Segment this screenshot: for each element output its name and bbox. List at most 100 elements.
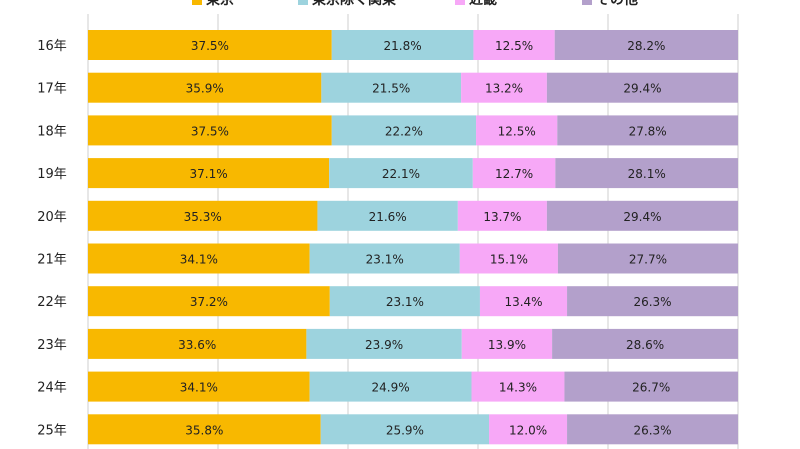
bar-segment — [88, 72, 322, 103]
category-label: 25年 — [37, 423, 67, 438]
category-label: 16年 — [37, 39, 67, 54]
data-label: 34.1% — [180, 381, 218, 395]
category-label: 20年 — [37, 210, 67, 225]
bar-segment — [331, 30, 474, 60]
data-label: 23.1% — [386, 295, 424, 309]
category-label: 19年 — [37, 167, 67, 182]
legend-swatch — [455, 0, 465, 5]
data-label: 12.0% — [509, 423, 547, 437]
data-label: 28.6% — [626, 338, 664, 352]
category-label: 17年 — [37, 82, 67, 97]
data-label: 15.1% — [490, 253, 528, 267]
data-label: 14.3% — [499, 381, 537, 395]
data-label: 26.3% — [633, 423, 671, 437]
category-label: 24年 — [37, 381, 67, 396]
data-label: 21.8% — [384, 39, 422, 53]
category-axis: 16年 17年 18年 19年 20年 21年 22年 23年 24年 25年 — [37, 39, 67, 438]
bar-segment — [306, 328, 462, 359]
bar-segment — [473, 30, 555, 60]
data-label: 37.5% — [191, 39, 229, 53]
data-label: 27.7% — [629, 253, 667, 267]
legend-swatch — [298, 0, 308, 5]
data-label: 13.9% — [488, 338, 526, 352]
bar-segment — [309, 371, 472, 402]
legend-label: その他 — [596, 0, 638, 8]
bars — [88, 30, 738, 445]
data-label: 22.2% — [385, 124, 423, 138]
data-label: 12.5% — [498, 124, 536, 138]
data-label: 28.1% — [628, 167, 666, 181]
bar-segment — [461, 72, 547, 103]
bar-segment — [471, 371, 565, 402]
bar-segment — [320, 414, 490, 445]
data-label: 13.4% — [504, 295, 542, 309]
bar-segment — [329, 158, 473, 189]
bar-segment — [321, 72, 462, 103]
bar-segment — [564, 371, 738, 402]
bar-segment — [461, 328, 553, 359]
bar-segment — [472, 158, 556, 189]
data-label: 27.8% — [629, 124, 667, 138]
data-labels: 37.5% 21.8% 12.5% 28.2% 35.9% 21.5% 13.2% 29.4%… — [178, 39, 671, 437]
bar-segment — [88, 371, 310, 402]
bar-segment — [88, 414, 321, 445]
data-label: 37.5% — [191, 124, 229, 138]
bar-segment — [554, 30, 738, 60]
data-label: 29.4% — [623, 210, 661, 224]
legend-swatch — [582, 0, 592, 5]
data-label: 23.9% — [365, 338, 403, 352]
data-label: 35.8% — [185, 423, 223, 437]
bar-segment — [309, 243, 460, 274]
data-label: 21.6% — [369, 210, 407, 224]
data-label: 26.3% — [633, 295, 671, 309]
data-label: 24.9% — [372, 381, 410, 395]
bar-segment — [88, 328, 307, 359]
bar-segment — [88, 200, 318, 231]
bar-segment — [479, 286, 568, 317]
legend-label: 近畿 — [469, 0, 497, 8]
data-label: 22.1% — [382, 167, 420, 181]
bar-segment — [546, 200, 738, 231]
bar-segment — [555, 158, 738, 189]
bar-segment — [88, 115, 332, 146]
data-label: 25.9% — [386, 423, 424, 437]
data-label: 12.5% — [495, 39, 533, 53]
category-label: 18年 — [37, 124, 67, 139]
bar-segment — [88, 158, 330, 189]
bar-segment — [88, 286, 330, 317]
category-label: 21年 — [37, 253, 67, 268]
data-label: 12.7% — [495, 167, 533, 181]
category-label: 23年 — [37, 338, 67, 353]
data-label: 13.7% — [483, 210, 521, 224]
data-label: 37.1% — [190, 167, 228, 181]
bar-segment — [476, 115, 558, 146]
data-label: 34.1% — [180, 253, 218, 267]
data-label: 23.1% — [366, 253, 404, 267]
data-label: 33.6% — [178, 338, 216, 352]
data-label: 21.5% — [372, 82, 410, 96]
bar-segment — [317, 200, 458, 231]
legend-label: 東京 — [206, 0, 234, 8]
bar-segment — [567, 286, 738, 317]
bar-segment — [489, 414, 568, 445]
bar-segment — [88, 243, 310, 274]
bar-segment — [546, 72, 738, 103]
data-label: 35.9% — [186, 82, 224, 96]
bar-segment — [552, 328, 738, 359]
legend-label: 東京除く関東 — [312, 0, 396, 8]
legend-swatch — [192, 0, 202, 5]
bar-segment — [457, 200, 547, 231]
category-label: 22年 — [37, 295, 67, 310]
data-label: 26.7% — [632, 381, 670, 395]
bar-segment — [557, 243, 738, 274]
data-label: 35.3% — [184, 210, 222, 224]
bar-segment — [329, 286, 480, 317]
data-label: 29.4% — [623, 82, 661, 96]
bar-segment — [567, 414, 738, 445]
bar-segment — [331, 115, 477, 146]
legend: 東京 東京除く関東 近畿 その他 — [192, 0, 638, 8]
bar-segment — [459, 243, 558, 274]
data-label: 13.2% — [485, 82, 523, 96]
bar-segment — [88, 30, 332, 60]
